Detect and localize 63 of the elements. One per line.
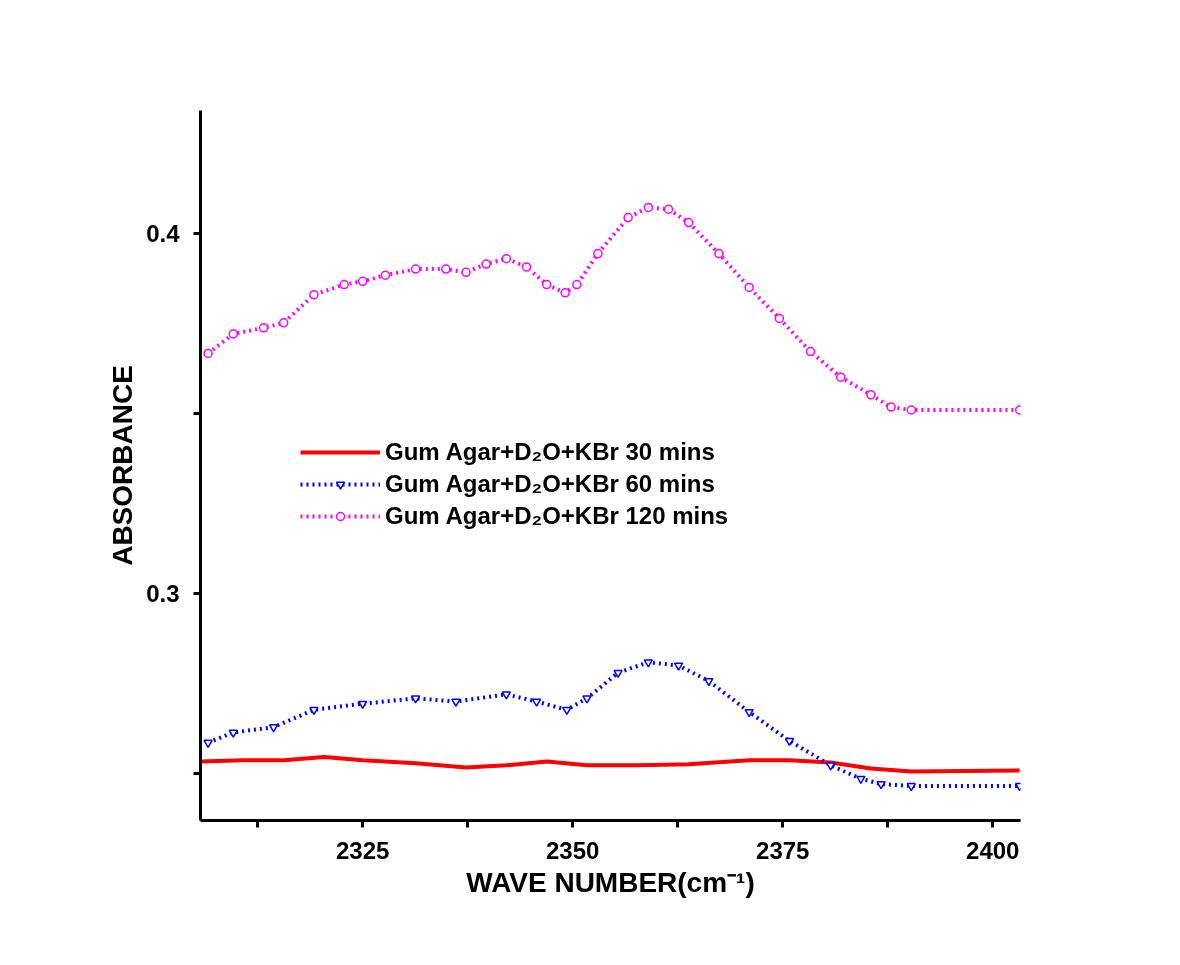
point: [531, 698, 542, 707]
point: [278, 318, 289, 328]
point: [451, 698, 461, 707]
x-axis-title: WAVE NUMBER(cm⁻¹): [466, 866, 755, 898]
y-axis-title: ABSORBANCE: [107, 365, 139, 566]
point: [704, 677, 714, 687]
legend-label: Gum Agar+D₂O+KBr 60 mins: [385, 470, 715, 498]
point: [258, 323, 269, 333]
point: [560, 288, 570, 298]
point: [441, 264, 451, 274]
point: [582, 695, 592, 704]
point: [562, 706, 572, 716]
line-series: [200, 755, 1021, 774]
point: [623, 212, 633, 223]
point: [541, 279, 552, 290]
point: [521, 262, 532, 272]
point: [309, 706, 319, 716]
point: [501, 691, 512, 700]
point: [410, 264, 421, 274]
point: [673, 662, 684, 671]
point: [663, 204, 674, 214]
point: [825, 762, 836, 771]
point: [835, 372, 846, 382]
point: [203, 348, 213, 359]
point: [774, 313, 785, 324]
legend-label: Gum Agar+D₂O+KBr 120 mins: [385, 502, 729, 530]
point: [309, 289, 319, 300]
point: [357, 276, 368, 287]
point: [357, 700, 368, 710]
point: [643, 202, 654, 213]
point: [380, 270, 391, 280]
x-tick-label: 2325: [335, 836, 390, 864]
point: [876, 781, 886, 790]
point: [906, 405, 917, 415]
point: [268, 724, 279, 733]
point: [593, 248, 603, 259]
point: [906, 782, 917, 792]
y-tick-label: 0.3: [146, 579, 180, 607]
point: [339, 279, 349, 290]
point: [501, 253, 512, 264]
point: [481, 259, 491, 269]
x-tick-label: 2400: [966, 836, 1020, 864]
point: [643, 659, 654, 668]
point: [683, 217, 694, 228]
point: [410, 695, 421, 704]
point: [886, 402, 896, 412]
point: [461, 267, 471, 278]
point: [203, 739, 213, 749]
point: [613, 669, 623, 679]
point: [866, 390, 876, 400]
x-tick-label: 2375: [756, 836, 810, 864]
point: [572, 279, 582, 290]
y-tick-label: 0.4: [146, 219, 181, 247]
point: [714, 248, 724, 259]
point: [744, 708, 754, 718]
point: [744, 282, 754, 293]
point: [784, 737, 795, 747]
point: [228, 329, 239, 339]
point: [856, 775, 866, 785]
x-tick-label: 2350: [546, 836, 600, 864]
legend-label: Gum Agar+D₂O+KBr 30 mins: [385, 438, 715, 466]
point: [228, 729, 239, 738]
point: [805, 346, 816, 357]
